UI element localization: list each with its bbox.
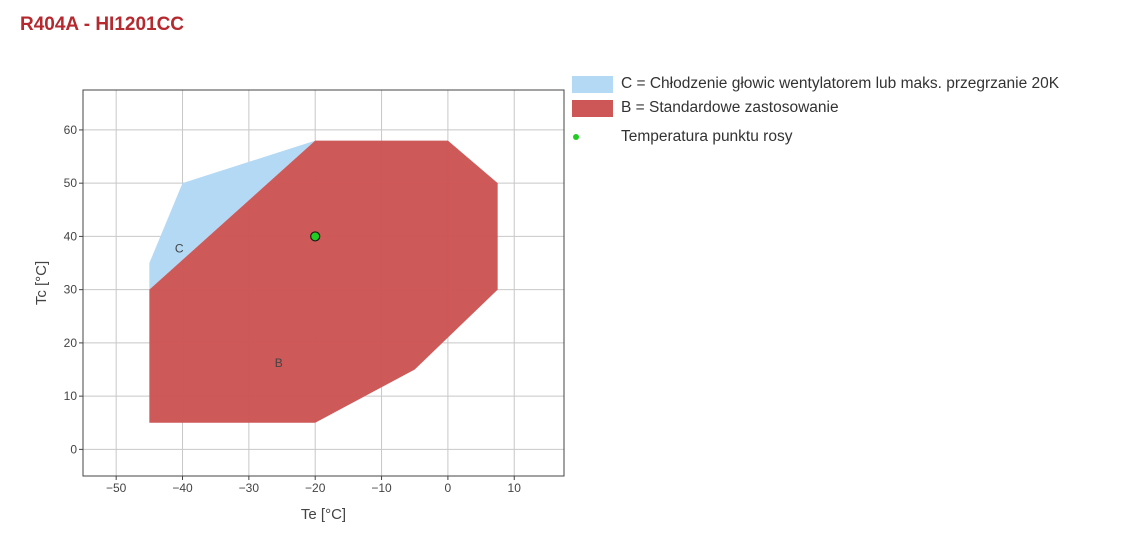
x-axis-ticks: −50 −40 −30 −20 −10 0 10 xyxy=(106,476,521,495)
y-tick-label: 20 xyxy=(64,336,78,350)
legend-swatch-c xyxy=(572,75,613,93)
x-tick-label: −10 xyxy=(371,481,392,495)
legend-dot-dew-point xyxy=(573,134,579,140)
legend-label-b: B = Standardowe zastosowanie xyxy=(621,99,839,116)
y-tick-label: 10 xyxy=(64,389,78,403)
y-axis-ticks: 0 10 20 30 40 50 60 xyxy=(64,123,83,456)
y-tick-label: 30 xyxy=(64,283,78,297)
y-tick-label: 40 xyxy=(64,229,78,243)
legend-label-c: C = Chłodzenie głowic wentylatorem lub m… xyxy=(621,75,1060,92)
y-tick-label: 50 xyxy=(64,176,78,190)
x-tick-label: 10 xyxy=(508,481,522,495)
legend-item-b[interactable]: B = Standardowe zastosowanie xyxy=(572,96,1059,120)
x-tick-label: 0 xyxy=(445,481,452,495)
x-tick-label: −30 xyxy=(239,481,260,495)
region-b-area xyxy=(149,140,498,423)
region-c-area xyxy=(149,140,316,290)
legend-label-dew-point: Temperatura punktu rosy xyxy=(621,128,793,145)
region-b-label: B xyxy=(275,356,283,370)
y-tick-label: 60 xyxy=(64,123,78,137)
x-tick-label: −50 xyxy=(106,481,127,495)
region-c-label: C xyxy=(175,241,184,255)
y-tick-label: 0 xyxy=(70,442,77,456)
dew-point-marker xyxy=(310,231,321,242)
y-axis-title: Tc [°C] xyxy=(33,261,50,305)
x-axis-title: Te [°C] xyxy=(301,506,346,523)
legend: C = Chłodzenie głowic wentylatorem lub m… xyxy=(572,72,1059,149)
x-tick-label: −40 xyxy=(172,481,193,495)
legend-swatch-b xyxy=(572,99,613,117)
plot-areas xyxy=(149,140,498,423)
legend-item-c[interactable]: C = Chłodzenie głowic wentylatorem lub m… xyxy=(572,72,1059,96)
plot-frame xyxy=(82,89,565,477)
x-tick-label: −20 xyxy=(305,481,326,495)
legend-item-dew-point[interactable]: Temperatura punktu rosy xyxy=(572,125,1059,149)
plot-points: CB xyxy=(175,231,321,370)
page-title: R404A - HI1201CC xyxy=(20,14,185,35)
